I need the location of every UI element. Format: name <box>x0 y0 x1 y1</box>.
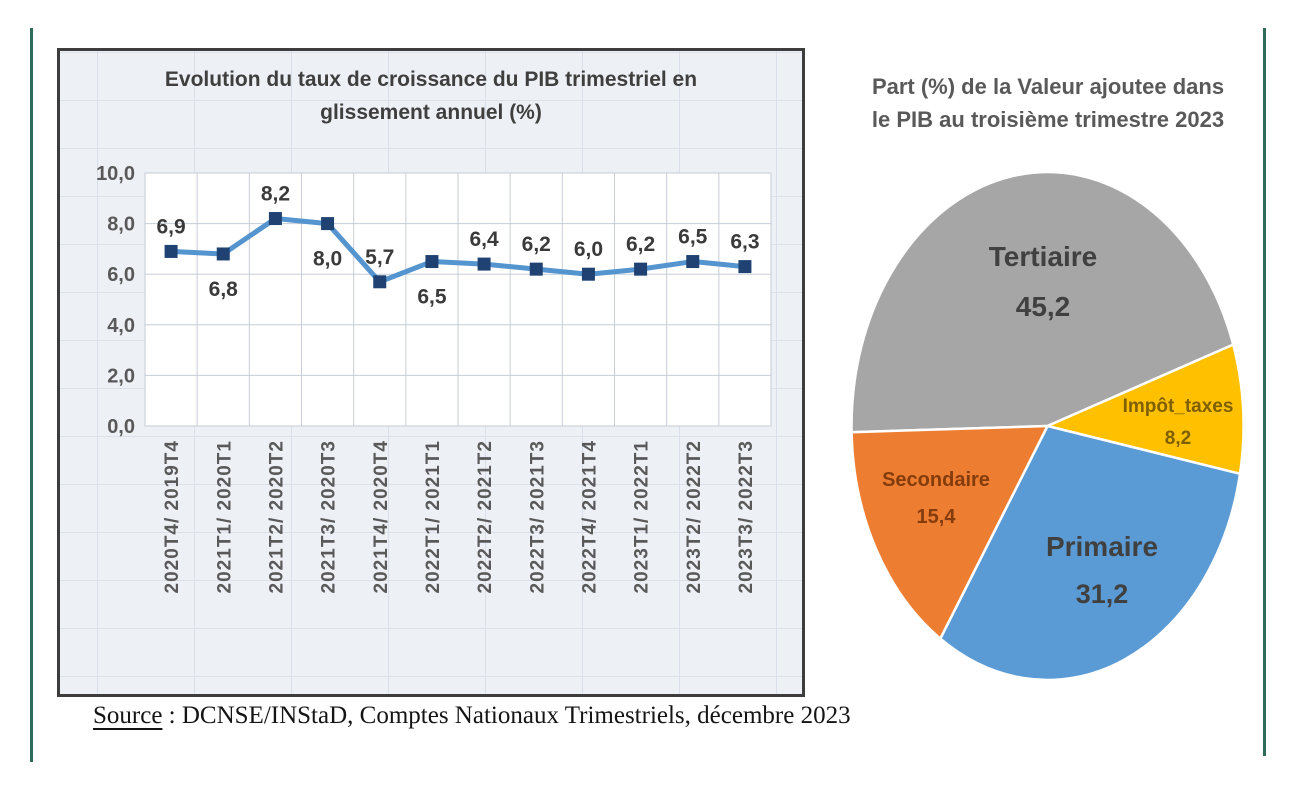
source-text: DCNSE/INStaD, Comptes Nationaux Trimestr… <box>181 702 851 729</box>
line-chart-title-line-1: Evolution du taux de croissance du PIB t… <box>164 68 698 91</box>
y-axis-tick-label: 2,0 <box>107 365 135 387</box>
pie-slice-value-label: 15,4 <box>917 506 957 528</box>
x-axis-tick-label: 2023T3/ 2022T3 <box>736 440 757 593</box>
pie-chart-title-line-1: Part (%) de la Valeur ajoutee dans <box>871 74 1225 99</box>
line-chart-title: Evolution du taux de croissance du PIB t… <box>101 63 761 129</box>
x-axis-tick-label: 2021T4/ 2020T4 <box>371 440 392 593</box>
pie-chart-title-line-2: le PIB au troisième trimestre 2023 <box>871 107 1225 132</box>
x-axis-tick-label: 2023T2/ 2022T2 <box>684 440 705 593</box>
x-axis-tick-label: 2022T4/ 2021T4 <box>579 440 600 593</box>
trend-line <box>168 216 748 285</box>
pie-chart-title: Part (%) de la Valeur ajoutee dans le PI… <box>836 70 1260 136</box>
data-point-value-label: 6,2 <box>626 233 655 256</box>
data-point-value-label: 6,2 <box>522 233 551 256</box>
x-axis-tick-label: 2022T2/ 2021T2 <box>475 440 496 593</box>
data-point-marker <box>268 212 282 226</box>
data-point-marker <box>216 247 230 261</box>
pie-slice-tertiaire <box>850 170 1235 434</box>
data-point-value-label: 6,5 <box>678 226 708 249</box>
y-axis-tick-label: 4,0 <box>107 315 135 337</box>
x-axis-tick-label: 2021T1/ 2020T1 <box>214 440 235 593</box>
x-axis-tick-label: 2021T2/ 2020T2 <box>266 440 287 593</box>
data-point-marker <box>425 255 439 269</box>
data-point-value-label: 6,4 <box>469 228 499 251</box>
data-point-value-label: 5,7 <box>365 246 394 269</box>
x-axis-tick-label: 2022T1/ 2021T1 <box>423 440 444 593</box>
data-point-value-label: 6,8 <box>209 278 239 301</box>
pie-slice-secondaire <box>850 424 1049 640</box>
y-axis-tick-label: 0,0 <box>107 416 135 438</box>
pie-slice-name-label: Impôt_taxes <box>1123 396 1234 417</box>
data-point-marker <box>738 260 752 274</box>
frame-line-left <box>30 28 33 762</box>
data-point-value-label: 6,3 <box>730 231 759 254</box>
line-chart-title-line-2: glissement annuel (%) <box>320 101 542 124</box>
data-point-marker <box>477 257 491 271</box>
pie-slice-impôt_taxes <box>1046 343 1245 476</box>
source-note: Source : DCNSE/INStaD, Comptes Nationaux… <box>93 702 851 730</box>
pie-slice-name-label: Tertiaire <box>989 241 1097 272</box>
pie-slice-value-label: 8,2 <box>1165 428 1191 449</box>
y-axis-tick-label: 6,0 <box>107 264 135 286</box>
data-point-marker <box>634 262 648 276</box>
data-point-value-label: 6,5 <box>417 286 447 309</box>
data-point-value-label: 6,0 <box>574 238 603 261</box>
pie-slice-name-label: Secondaire <box>882 469 990 491</box>
pie-slice-name-label: Primaire <box>1046 531 1158 562</box>
x-axis-tick-label: 2021T3/ 2020T3 <box>319 440 340 593</box>
data-point-value-label: 8,0 <box>313 248 342 271</box>
line-chart-svg: 0,0 2,0 4,0 6,0 8,0 10,0 2020T4/ 2019T4 2021T1/… <box>96 163 772 593</box>
pie-slice-primaire <box>939 424 1242 682</box>
source-separator: : <box>162 702 182 729</box>
data-point-marker <box>164 244 178 258</box>
data-point-marker <box>581 267 595 281</box>
data-point-value-label: 8,2 <box>261 183 290 206</box>
y-axis-tick-label: 10,0 <box>96 163 135 185</box>
y-axis-tick-label: 8,0 <box>107 214 135 236</box>
x-axis-tick-label: 2022T3/ 2021T3 <box>527 440 548 593</box>
x-axis-tick-label: 2020T4/ 2019T4 <box>162 440 183 593</box>
data-point-value-label: 6,9 <box>156 215 185 238</box>
source-label: Source <box>93 702 163 729</box>
pie-chart-svg: Tertiaire 45,2 Impôt_taxes 8,2 Primaire 31,2 S… <box>850 170 1245 682</box>
line-chart-panel: Evolution du taux de croissance du PIB t… <box>57 48 805 697</box>
data-point-marker <box>321 217 335 231</box>
data-point-marker <box>686 255 700 269</box>
pie-slice-value-label: 31,2 <box>1076 579 1129 609</box>
pie-slice-value-label: 45,2 <box>1016 291 1071 322</box>
pie-chart-panel: Part (%) de la Valeur ajoutee dans le PI… <box>836 70 1260 710</box>
x-axis-tick-label: 2023T1/ 2022T1 <box>632 440 653 593</box>
data-point-marker <box>373 275 387 289</box>
frame-line-right <box>1263 28 1266 756</box>
data-point-marker <box>529 262 543 276</box>
